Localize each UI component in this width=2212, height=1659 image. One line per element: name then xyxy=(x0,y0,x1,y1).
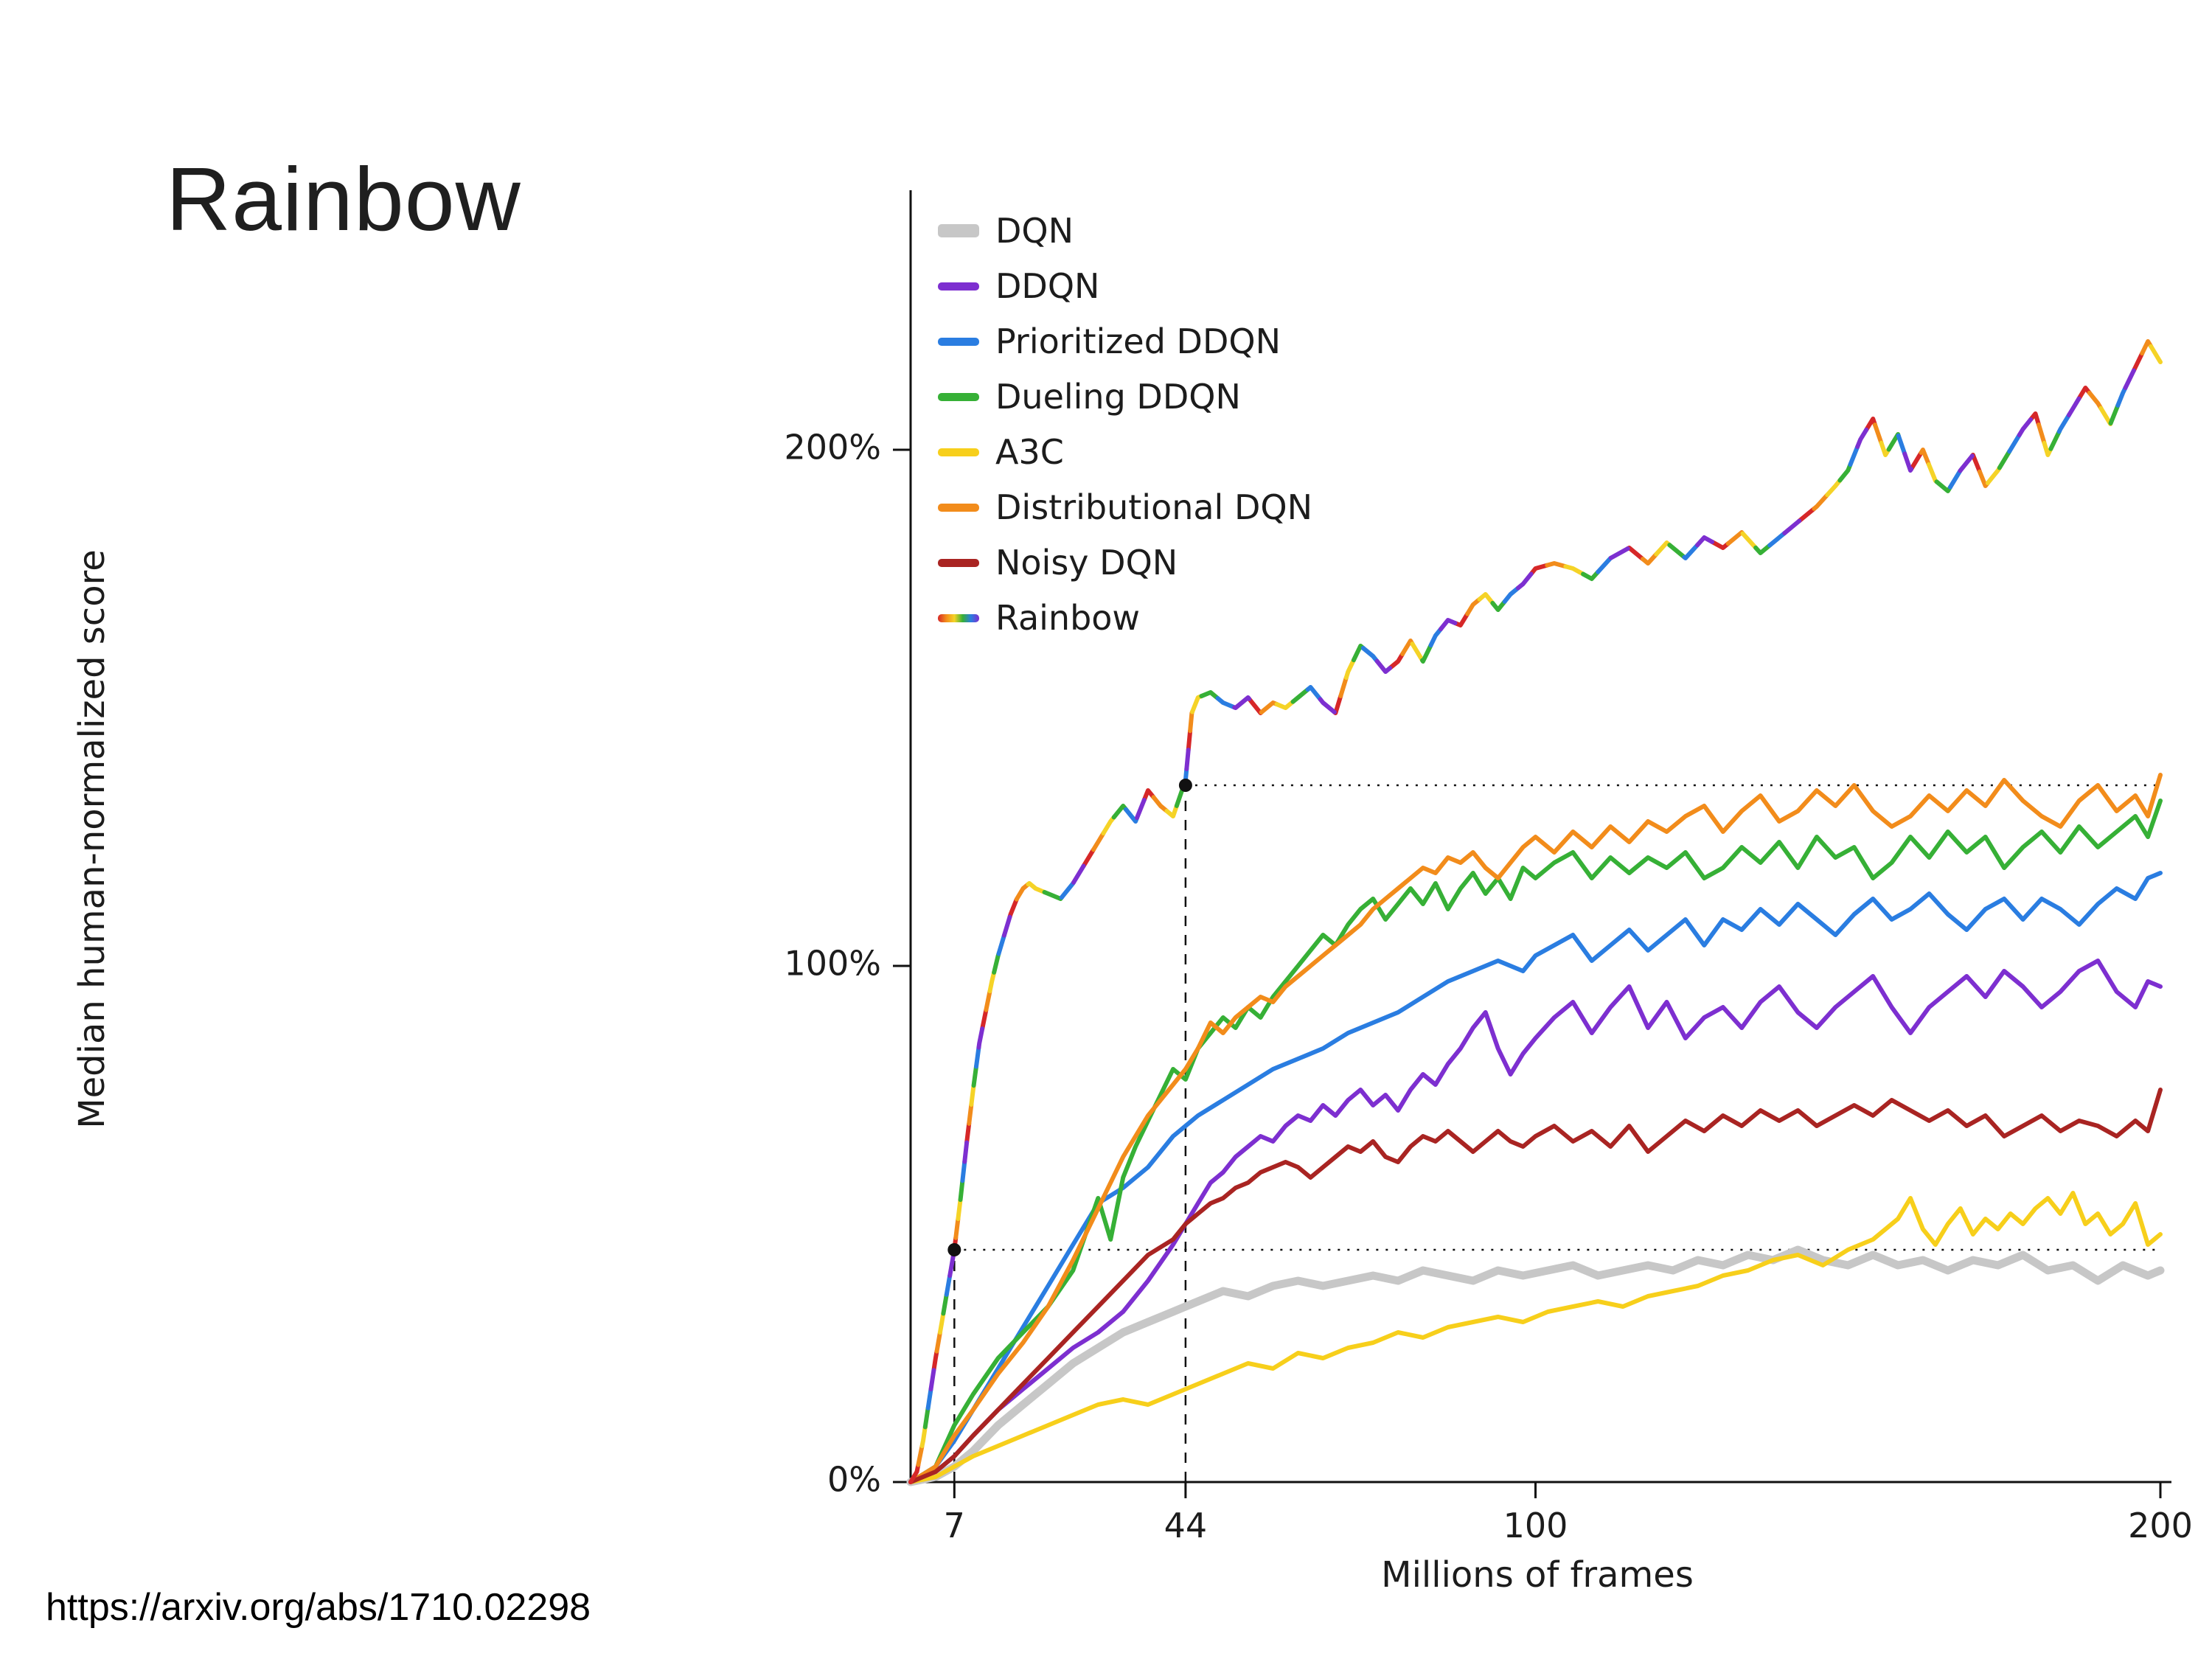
legend-item-label: Dueling DDQN xyxy=(995,377,1241,417)
series-line-a3c xyxy=(908,1191,2163,1484)
legend-item-label: DDQN xyxy=(995,266,1100,306)
legend-item: Rainbow xyxy=(938,599,1312,636)
page-title: Rainbow xyxy=(166,149,521,249)
legend-swatch-dueling-ddqn xyxy=(938,392,979,401)
x-axis-label: Millions of frames xyxy=(1381,1554,1694,1596)
series-line-ddqn xyxy=(908,959,2163,1484)
legend-item-label: Distributional DQN xyxy=(995,487,1312,527)
legend-item: A3C xyxy=(938,434,1312,470)
y-tick-label: 0% xyxy=(827,1460,881,1500)
x-tick-label: 100 xyxy=(1503,1506,1568,1545)
series-line-dqn xyxy=(906,1245,2165,1486)
legend: DQN DDQN Prioritized DDQN Dueling DDQN A3C Di… xyxy=(938,212,1312,636)
series-line-rainbow xyxy=(908,339,2163,1484)
series-line-rainbow xyxy=(908,339,2163,1484)
series-line-dueling-ddqn xyxy=(908,799,2163,1484)
source-link[interactable]: https://arxiv.org/abs/1710.02298 xyxy=(46,1586,591,1629)
legend-swatch-rainbow xyxy=(938,613,979,622)
x-tick-label: 44 xyxy=(1164,1506,1208,1545)
series-line-distributional-dqn xyxy=(908,773,2163,1484)
legend-item-label: Prioritized DDQN xyxy=(995,321,1281,361)
legend-swatch-ddqn xyxy=(938,282,979,291)
series-line-prioritized-ddqn xyxy=(908,871,2163,1484)
legend-item: Noisy DQN xyxy=(938,544,1312,581)
legend-swatch-a3c xyxy=(938,448,979,456)
legend-item: Distributional DQN xyxy=(938,489,1312,526)
legend-item-label: DQN xyxy=(995,211,1074,251)
y-tick-label: 100% xyxy=(784,944,881,984)
legend-item-label: A3C xyxy=(995,432,1064,472)
legend-swatch-prioritized-ddqn xyxy=(938,337,979,346)
legend-item: DDQN xyxy=(938,268,1312,305)
y-axis-label: Median human-normalized score xyxy=(72,549,113,1129)
y-tick-label: 200% xyxy=(784,428,881,467)
x-tick-label: 200 xyxy=(2128,1506,2193,1545)
legend-swatch-distributional-dqn xyxy=(938,503,979,512)
series-line-rainbow xyxy=(908,339,2163,1484)
legend-item: DQN xyxy=(938,212,1312,249)
legend-swatch-dqn xyxy=(938,224,979,237)
annotation-point xyxy=(1178,779,1192,792)
annotation-point xyxy=(947,1243,961,1256)
legend-swatch-noisy-dqn xyxy=(938,558,979,567)
x-tick-label: 7 xyxy=(944,1506,965,1545)
series-line-noisy-dqn xyxy=(908,1088,2163,1484)
legend-item-label: Noisy DQN xyxy=(995,543,1178,582)
legend-item: Dueling DDQN xyxy=(938,378,1312,415)
legend-item-label: Rainbow xyxy=(995,598,1141,638)
legend-item: Prioritized DDQN xyxy=(938,323,1312,360)
